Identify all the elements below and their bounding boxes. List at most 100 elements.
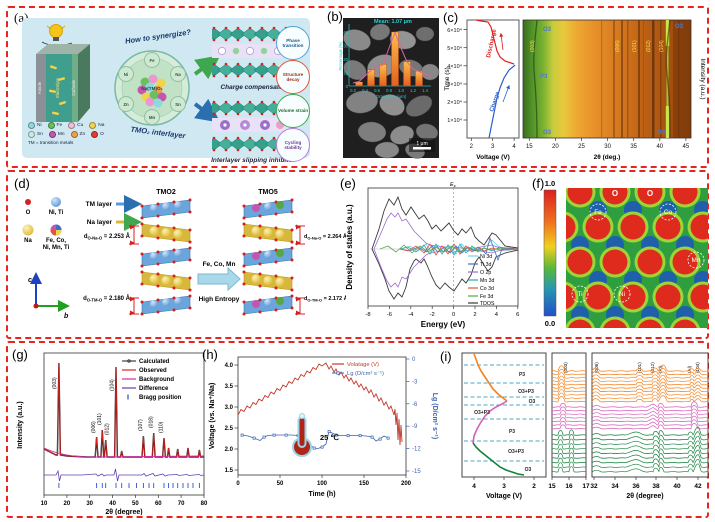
- svg-text:Lg (D/cm² s⁻¹): Lg (D/cm² s⁻¹): [347, 371, 384, 377]
- h-xlabel: Time (h): [308, 491, 335, 498]
- bragg-positions: [58, 483, 200, 488]
- svg-text:34: 34: [611, 483, 619, 490]
- dopants-label: Fe, Co, Mn: [203, 261, 236, 268]
- charge-segment-orange: [473, 353, 508, 402]
- svg-text:Fe 3d: Fe 3d: [480, 294, 493, 300]
- atom-label-o2: O: [647, 189, 653, 198]
- svg-text:2: 2: [532, 483, 536, 490]
- core-atom-cluster: [137, 74, 167, 108]
- svg-text:(012): (012): [646, 40, 652, 52]
- na-layer-label: Na layer: [87, 219, 113, 226]
- svg-text:(101): (101): [97, 413, 103, 425]
- i-hkl-labels: (006) (101) (012) (Al) (Al) (104): [594, 362, 700, 373]
- g-legend: Calculated Observed Background Differenc…: [122, 359, 182, 401]
- tdos-down: [371, 248, 519, 300]
- panel-d-label: (d): [14, 176, 30, 191]
- svg-text:1.0: 1.0: [398, 88, 404, 93]
- twotheta-x-ticks: 15 20 25 30 35 40 45: [526, 144, 690, 150]
- svg-text:20: 20: [64, 501, 71, 507]
- axis-c-label: c: [28, 277, 32, 284]
- i-b3-ticks: 32 34 36 38 40 42: [590, 483, 702, 490]
- svg-text:17: 17: [582, 483, 590, 490]
- ring-el-mn: Mn: [149, 115, 156, 120]
- panel-f: (f) 1.0 0.0: [532, 176, 708, 328]
- svg-text:Background: Background: [139, 377, 174, 383]
- panel-b: (b): [327, 9, 440, 159]
- svg-text:-2: -2: [430, 312, 435, 318]
- svg-text:0.2: 0.2: [350, 88, 356, 93]
- panel-a: (a) Anode Electrolyte Cathode: [12, 10, 316, 164]
- svg-text:50: 50: [277, 481, 284, 487]
- ring-el-sn: Sn: [175, 102, 181, 107]
- hist-y-ticks: 0 10 20 30 40: [343, 30, 348, 89]
- d-o-tm-o-right: dO-TM-O = 2.172 Å: [304, 295, 346, 303]
- panel-g: (g) (003) (006) (101) (012) (104) (107) …: [12, 347, 208, 515]
- i-v-ticks: 4 3 2: [472, 483, 536, 490]
- panel-b-label: (b): [327, 9, 343, 24]
- svg-text:0: 0: [452, 312, 455, 318]
- phase-voltage-plot: [461, 352, 547, 478]
- d-o-na-o-left: dO-Na-O = 2.253 Å: [84, 233, 131, 241]
- svg-text:40: 40: [673, 483, 681, 490]
- grain-size-histogram: Mean: 1.07 μm 0.2 0.4 0.6 0.8 1.0 1.2 1.4 0…: [338, 19, 432, 99]
- svg-text:4: 4: [495, 312, 499, 318]
- background-curve: [43, 447, 205, 458]
- high-entropy-label: High Entropy: [199, 296, 240, 303]
- colorbar: [543, 189, 557, 317]
- voltage-curve: [237, 362, 403, 446]
- svg-text:5×10⁴: 5×10⁴: [447, 45, 462, 52]
- panel-d-legend: O Ni, Ti Na Fe, Co, Ni, Mn, Ti: [22, 197, 70, 251]
- svg-text:0: 0: [236, 481, 240, 487]
- svg-text:30: 30: [604, 144, 611, 150]
- svg-text:O3+P3: O3+P3: [518, 389, 534, 395]
- svg-text:Ni 3d: Ni 3d: [480, 254, 492, 260]
- i-b2-ticks: 15 16 17: [548, 483, 590, 490]
- badge-volume-strain: Volume strain: [276, 94, 310, 128]
- badge-phase-transition: Phase transition: [276, 26, 310, 60]
- g-hkl-labels: (003) (006) (101) (012) (104) (107) (018…: [52, 377, 165, 435]
- svg-text:(003): (003): [530, 40, 536, 52]
- svg-text:70: 70: [178, 501, 185, 507]
- time-axis-label: Time (s): [444, 67, 451, 91]
- distribution-fit-curve: [352, 31, 432, 84]
- svg-text:2.0: 2.0: [225, 447, 234, 453]
- sodium-ion-arrows: [48, 65, 66, 116]
- intensity-axis-label: Intensity (a.u.): [699, 58, 706, 99]
- svg-text:(Al): (Al): [658, 365, 663, 373]
- battery-schematic: Anode Electrolyte Cathode: [36, 24, 90, 122]
- battery-anode-label: Anode: [37, 81, 42, 94]
- svg-text:2×10⁴: 2×10⁴: [447, 99, 462, 106]
- svg-text:O3: O3: [529, 399, 536, 405]
- hist-xlabel: Grain size (μm): [376, 94, 407, 99]
- ni3d: [399, 239, 518, 255]
- h-yl-ticks: 4.0 3.5 3.0 2.5 2.0 1.5: [225, 363, 234, 474]
- charge-curve: [488, 64, 516, 139]
- svg-text:Na: Na: [24, 238, 32, 244]
- hist-x-ticks: 0.2 0.4 0.6 0.8 1.0 1.2 1.4: [350, 88, 428, 93]
- svg-text:O3: O3: [657, 130, 666, 136]
- svg-text:3: 3: [502, 483, 506, 490]
- svg-text:0.4: 0.4: [362, 88, 368, 93]
- xrd-contour-map: [522, 19, 692, 139]
- svg-text:15: 15: [548, 483, 556, 490]
- lightbulb-icon: [49, 24, 63, 38]
- pillar-ions: [220, 120, 284, 130]
- badge-cycling-stability: Cycling stability: [276, 128, 310, 162]
- high-entropy-arrow: [197, 266, 241, 292]
- slipping-inhibitor-caption: Interlayer slipping inhibitor: [211, 157, 295, 164]
- svg-text:6×10⁴: 6×10⁴: [447, 27, 462, 34]
- contour-streaks: [533, 19, 691, 139]
- g-ylabel: Intensity (a.u.): [17, 401, 24, 448]
- svg-text:O3: O3: [675, 24, 684, 30]
- dim-arrow-right-tm: [295, 296, 305, 316]
- core-label: Na(TM)O₂: [141, 86, 162, 91]
- svg-text:1×10⁴: 1×10⁴: [447, 117, 462, 124]
- svg-text:Ni, Mn, Ti: Ni, Mn, Ti: [43, 245, 70, 251]
- svg-text:Ti 3d: Ti 3d: [480, 262, 491, 268]
- svg-text:O3: O3: [543, 27, 552, 33]
- svg-text:(006): (006): [594, 362, 599, 373]
- svg-text:Ni, Ti: Ni, Ti: [49, 210, 64, 216]
- panel-i-label: (i): [440, 349, 452, 364]
- rietveld-plot: [43, 352, 205, 496]
- hist-ylabel: Percentage (%): [338, 41, 343, 71]
